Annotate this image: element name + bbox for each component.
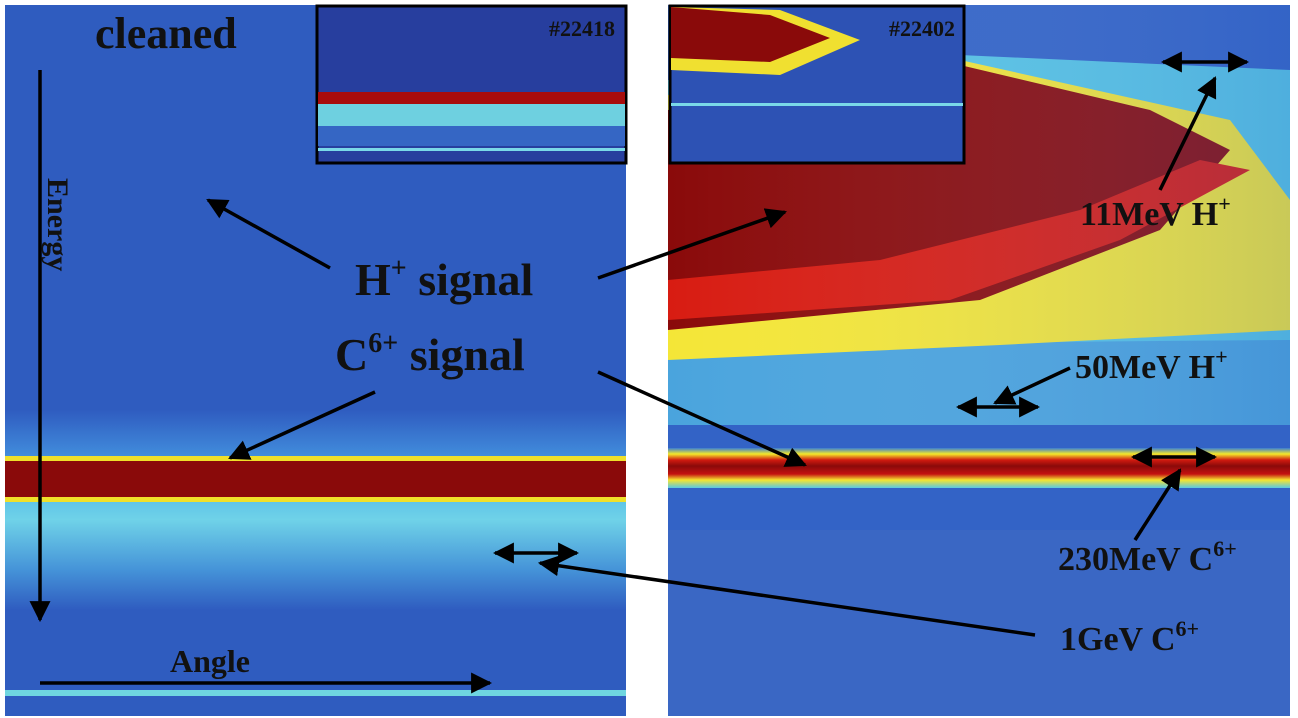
panel-title: cleaned bbox=[95, 9, 237, 58]
inset-label: #22418 bbox=[549, 16, 615, 41]
arrows bbox=[29, 51, 1250, 694]
inset bbox=[315, 4, 628, 165]
inset-label: #22402 bbox=[889, 16, 955, 41]
axis-label: Energy bbox=[41, 178, 74, 271]
annotation: 11MeV H+ bbox=[1080, 191, 1231, 233]
axis-label: Angle bbox=[170, 643, 250, 679]
annotation: 1GeV C6+ bbox=[1060, 616, 1199, 658]
left-panel bbox=[5, 4, 628, 716]
annotation: 230MeV C6+ bbox=[1058, 536, 1237, 578]
signal-label: H+ signal bbox=[355, 253, 533, 305]
annotation: 50MeV H+ bbox=[1075, 344, 1228, 386]
signal-label: C6+ signal bbox=[335, 328, 525, 380]
inset bbox=[668, 4, 966, 165]
